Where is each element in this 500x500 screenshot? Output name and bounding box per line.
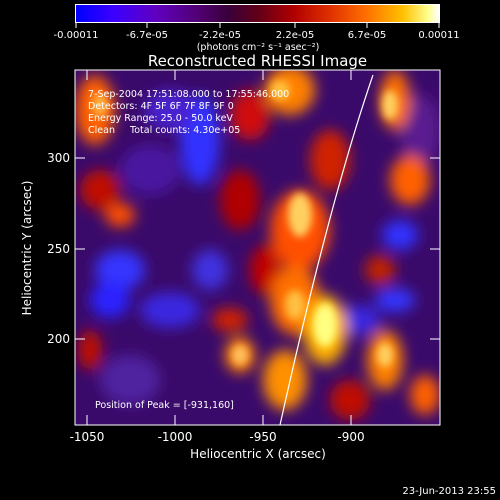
colorbar-tick-5: 0.00011	[418, 30, 459, 41]
annotation-detectors: Detectors: 4F 5F 6F 7F 8F 9F 0	[88, 101, 234, 112]
colorbar-units: (photons cm⁻² s⁻¹ asec⁻²)	[197, 42, 320, 53]
footer-timestamp: 23-Jun-2013 23:55	[402, 486, 496, 497]
x-tick-1: -1000	[158, 430, 193, 444]
colorbar-ticks: -0.00011 -6.7e-05 -2.2e-05 2.2e-05 6.7e-…	[54, 23, 460, 53]
annotation-time-range: 7-Sep-2004 17:51:08.000 to 17:55:46.000	[88, 89, 289, 100]
x-axis-label: Heliocentric X (arcsec)	[190, 447, 326, 461]
annotation-energy-range: Energy Range: 25.0 - 50.0 keV	[88, 113, 233, 124]
plot-title: Reconstructed RHESSI Image	[147, 52, 368, 70]
colorbar-tick-0: -0.00011	[54, 30, 99, 41]
colorbar-tick-1: -6.7e-05	[126, 30, 168, 41]
y-tick-2: 200	[47, 332, 70, 346]
y-tick-1: 250	[47, 242, 70, 256]
annotation-clean-counts: Clean Total counts: 4.30e+05	[88, 125, 240, 136]
colorbar-tick-2: -2.2e-05	[199, 30, 241, 41]
annotation-peak-position: Position of Peak = [-931,160]	[95, 400, 234, 411]
colorbar-tick-4: 6.7e-05	[348, 30, 386, 41]
solar-limb-line	[279, 74, 374, 425]
x-tick-2: -950	[249, 430, 276, 444]
colorbar-tick-3: 2.2e-05	[276, 30, 314, 41]
x-tick-3: -900	[337, 430, 364, 444]
y-tick-0: 300	[47, 151, 70, 165]
heatmap	[75, 70, 440, 425]
y-axis-label: Heliocentric Y (arcsec)	[20, 181, 34, 316]
x-tick-0: -1050	[70, 430, 105, 444]
colorbar	[75, 4, 440, 23]
